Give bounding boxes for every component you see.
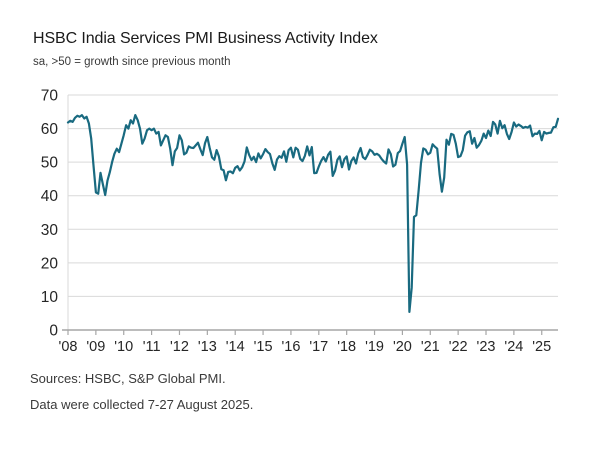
- y-axis-labels: 0 10 20 30 40 50 60 70: [41, 88, 59, 340]
- svg-text:20: 20: [41, 255, 59, 272]
- x-axis-labels: '08 '09 '10 '11 '12 '13 '14 '15 '16 '17 '18 '19 '20 '…: [59, 339, 552, 355]
- x-axis-ticks: [67, 330, 543, 335]
- svg-text:0: 0: [49, 323, 58, 340]
- svg-text:'20: '20: [393, 339, 412, 355]
- svg-text:50: 50: [41, 155, 59, 172]
- svg-text:'13: '13: [198, 339, 217, 355]
- axis-lines: [62, 95, 558, 331]
- svg-text:30: 30: [41, 222, 59, 239]
- svg-text:70: 70: [41, 88, 59, 105]
- svg-text:'11: '11: [143, 339, 161, 355]
- svg-text:'18: '18: [337, 339, 356, 355]
- svg-text:'09: '09: [86, 339, 105, 355]
- svg-text:'21: '21: [421, 339, 440, 355]
- svg-text:'15: '15: [254, 339, 273, 355]
- svg-text:40: 40: [41, 188, 59, 205]
- chart-subtitle: sa, >50 = growth since previous month: [33, 56, 231, 68]
- gridlines: [68, 94, 558, 297]
- chart-title: HSBC India Services PMI Business Activit…: [33, 30, 378, 47]
- svg-text:10: 10: [41, 289, 59, 306]
- svg-text:'23: '23: [477, 339, 496, 355]
- svg-text:'17: '17: [309, 339, 328, 355]
- svg-text:60: 60: [41, 121, 59, 138]
- svg-text:'12: '12: [170, 339, 189, 355]
- svg-text:'08: '08: [59, 339, 78, 355]
- svg-text:'14: '14: [226, 339, 245, 355]
- svg-text:'24: '24: [504, 339, 523, 355]
- svg-text:'25: '25: [532, 339, 551, 355]
- svg-text:'19: '19: [365, 339, 384, 355]
- pmi-series-line: [66, 114, 560, 313]
- plot-svg: 0 10 20 30 40 50 60 70 '08 '09 '10 '11 '12 '13 '14 '15…: [41, 88, 560, 355]
- collection-note: Data were collected 7-27 August 2025.: [30, 397, 254, 412]
- svg-text:'16: '16: [281, 339, 300, 355]
- svg-text:'22: '22: [449, 339, 468, 355]
- source-note: Sources: HSBC, S&P Global PMI.: [30, 371, 226, 386]
- svg-text:'10: '10: [114, 339, 133, 355]
